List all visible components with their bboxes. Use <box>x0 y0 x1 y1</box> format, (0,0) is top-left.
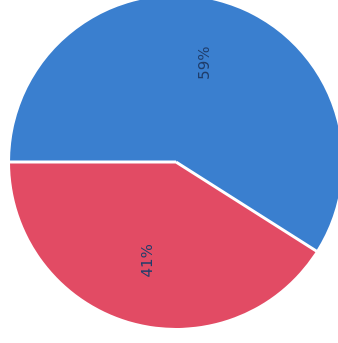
slice-label-0: 59% <box>195 46 213 79</box>
slice-label-1: 41% <box>138 244 156 277</box>
pie-slice-0 <box>10 0 338 251</box>
slice-separator-1 <box>175 160 319 254</box>
